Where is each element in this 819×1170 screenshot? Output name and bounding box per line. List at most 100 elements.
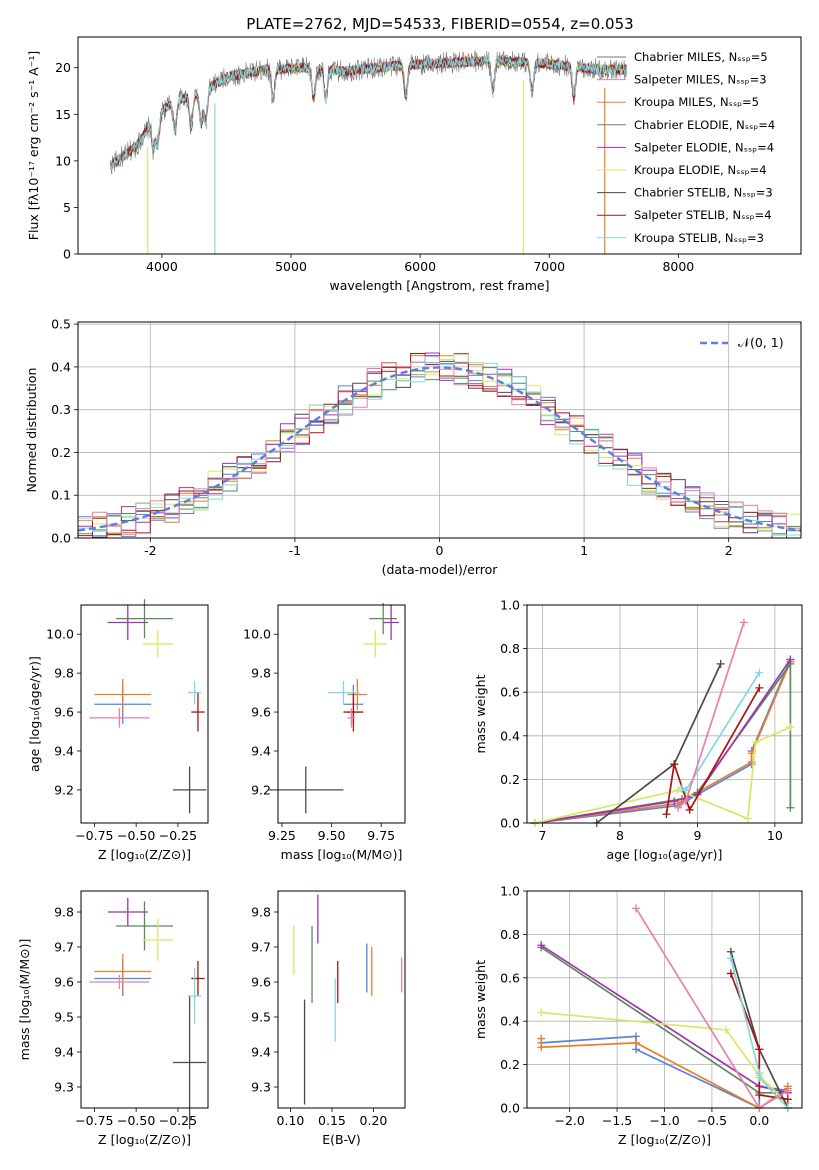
y-tick-label: 1.0 <box>500 884 520 899</box>
y-axis-label: Normed distribution <box>24 368 39 493</box>
x-tick-label: 1 <box>580 543 588 558</box>
y-tick-label: 0.8 <box>500 927 520 942</box>
x-tick-label: 5000 <box>275 259 307 274</box>
x-tick-label: 0 <box>436 543 444 558</box>
age-vs-mass-panel: 9.25 9.50 9.75 9.2 9.4 9.6 9.8 10.0 mass [log₁₀(… <box>243 603 406 862</box>
x-tick-label: 7000 <box>533 259 565 274</box>
y-tick-label: 0.2 <box>51 445 71 460</box>
mass-weight-point <box>662 810 671 819</box>
x-tick-label: 9.50 <box>318 828 346 843</box>
mass-weight-line <box>534 726 791 824</box>
y-tick-label: 1.0 <box>500 598 520 613</box>
mass-weight-point <box>722 1025 731 1034</box>
mass-weight-vs-age-panel: 7 8 9 10 0.0 0.2 0.4 0.6 0.8 1.0 age [log₁₀(age/yr… <box>473 598 803 862</box>
normal-curve <box>77 366 802 532</box>
mass-weight-line <box>681 672 761 792</box>
mass-weight-point <box>755 1045 764 1054</box>
figure-title: PLATE=2762, MJD=54533, FIBERID=0554, z=0… <box>246 15 633 33</box>
y-tick-label: 0.8 <box>500 641 520 656</box>
x-tick-label: 4000 <box>146 259 178 274</box>
mass-weight-point <box>537 1034 546 1043</box>
mass-weight-point <box>786 723 795 732</box>
y-tick-label: 9.5 <box>54 1010 74 1025</box>
legend-label: Salpeter STELIB, Nₛₛₚ=4 <box>634 208 772 222</box>
axes-frame <box>526 604 803 824</box>
x-tick-label: −0.50 <box>117 828 155 843</box>
mass-weight-point <box>755 668 764 677</box>
y-tick-label: 9.3 <box>251 1080 271 1095</box>
mass-weight-point <box>670 797 679 806</box>
axes-frame <box>277 890 406 1109</box>
y-tick-label: 9.4 <box>251 1045 271 1060</box>
y-tick-label: 5 <box>63 200 71 215</box>
mass-weight-point <box>670 760 679 769</box>
y-axis-label: mass weight <box>473 960 488 1039</box>
x-tick-label: 0.20 <box>360 1113 388 1128</box>
mass-weight-point <box>751 738 760 747</box>
mass-weight-point <box>674 803 683 812</box>
y-tick-label: 9.6 <box>54 705 74 720</box>
mass-weight-point <box>537 1008 546 1017</box>
x-axis-label: Z [log₁₀(Z/Z⊙)] <box>618 1132 711 1147</box>
spectrum-panel: 4000 5000 6000 7000 8000 0 5 10 15 20 wavelength [… <box>26 36 802 293</box>
spectrum-line <box>109 55 628 170</box>
mass-weight-line <box>541 1011 789 1105</box>
mass-weight-point <box>537 1043 546 1052</box>
y-tick-label: 9.8 <box>251 666 271 681</box>
mass-vs-ebv-panel: 0.10 0.15 0.20 9.3 9.4 9.5 9.6 9.7 9.8 E(B-V) <box>251 890 406 1147</box>
y-tick-label: 0.4 <box>500 728 520 743</box>
y-tick-label: 9.6 <box>54 975 74 990</box>
legend-label: Kroupa STELIB, Nₛₛₚ=3 <box>634 231 764 245</box>
y-tick-label: 0.0 <box>500 1101 520 1116</box>
y-axis-label: mass weight <box>473 674 488 753</box>
y-tick-label: 9.8 <box>54 905 74 920</box>
legend-label: Chabrier STELIB, Nₛₛₚ=3 <box>634 186 773 200</box>
mass-weight-point <box>783 1086 792 1095</box>
legend: Chabrier MILES, Nₛₛₚ=5 Salpeter MILES, Nₛ… <box>597 50 775 245</box>
x-tick-label: -2 <box>144 543 156 558</box>
x-tick-label: 0.0 <box>749 1113 769 1128</box>
x-tick-label: 9.75 <box>367 828 395 843</box>
mass-weight-point <box>716 659 725 668</box>
x-tick-label: 10 <box>767 828 783 843</box>
y-tick-label: 0.2 <box>500 772 520 787</box>
mass-weight-point <box>783 1095 792 1104</box>
x-tick-label: 9 <box>693 828 701 843</box>
axes-frame <box>80 604 209 824</box>
x-tick-label: 8 <box>616 828 624 843</box>
y-tick-label: 0.6 <box>500 685 520 700</box>
x-tick-label: 6000 <box>404 259 436 274</box>
legend-label: Salpeter MILES, Nₛₛₚ=3 <box>634 73 767 87</box>
y-tick-label: 9.4 <box>54 743 74 758</box>
y-tick-label: 10.0 <box>46 627 74 642</box>
y-tick-label: 0.5 <box>51 317 71 332</box>
mass-weight-vs-metallicity-panel: −2.0 −1.5 −1.0 −0.5 0.0 0.0 0.2 0.4 0.6 0.8 1.0 Z [… <box>473 884 803 1147</box>
legend-label: Kroupa ELODIE, Nₛₛₚ=4 <box>634 163 767 177</box>
axes-frame <box>526 890 803 1109</box>
mass-weight-point <box>755 683 764 692</box>
mass-weight-point <box>685 805 694 814</box>
axes-frame <box>80 890 209 1109</box>
legend-label: 𝒩(0, 1) <box>738 335 784 350</box>
mass-weight-point <box>632 904 641 913</box>
y-tick-label: 9.4 <box>54 1045 74 1060</box>
y-tick-label: 0.2 <box>500 1057 520 1072</box>
y-tick-label: 0 <box>63 247 71 262</box>
y-axis-label: Flux [fλ10⁻¹⁷ erg cm⁻² s⁻¹ A⁻¹] <box>26 51 41 240</box>
y-tick-label: 9.5 <box>251 1010 271 1025</box>
x-tick-label: 0.15 <box>318 1113 346 1128</box>
x-tick-label: −2.0 <box>554 1113 584 1128</box>
y-tick-label: 0.3 <box>51 402 71 417</box>
x-tick-label: −1.0 <box>649 1113 679 1128</box>
mass-weight-line <box>534 661 792 824</box>
x-tick-label: −0.5 <box>697 1113 727 1128</box>
y-tick-label: 9.2 <box>251 782 271 797</box>
mass-weight-point <box>681 797 690 806</box>
y-tick-label: 10.0 <box>243 627 271 642</box>
x-tick-label: -1 <box>289 543 301 558</box>
x-tick-label: 2 <box>725 543 733 558</box>
axes-frame <box>277 604 406 824</box>
mass-weight-point <box>726 969 735 978</box>
mass-weight-point <box>632 1038 641 1047</box>
